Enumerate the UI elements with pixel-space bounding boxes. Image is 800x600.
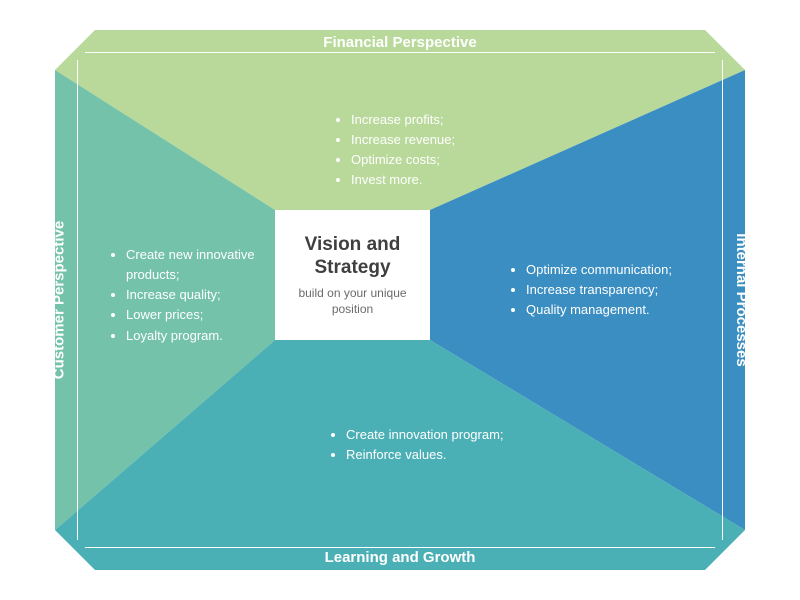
- bullet-item: Increase revenue;: [351, 130, 555, 150]
- balanced-scorecard-diagram: Financial Perspective Learning and Growt…: [55, 30, 745, 570]
- right-quadrant-label: Internal Processes: [733, 167, 750, 300]
- bullet-item: Loyalty program.: [126, 326, 300, 346]
- right-quadrant-bullets: Optimize communication;Increase transpar…: [510, 260, 720, 320]
- bullet-item: Increase transparency;: [526, 280, 720, 300]
- frame-line-left: [77, 60, 78, 540]
- frame-line-top: [85, 52, 715, 53]
- bullet-item: Quality management.: [526, 300, 720, 320]
- bullet-item: Reinforce values.: [346, 445, 570, 465]
- bullet-item: Increase profits;: [351, 110, 555, 130]
- bullet-item: Create new innovative products;: [126, 245, 300, 285]
- left-quadrant-label: Customer Perspective: [51, 142, 68, 300]
- frame-line-bottom: [85, 547, 715, 548]
- top-quadrant-label: Financial Perspective: [55, 34, 745, 51]
- bullet-item: Invest more.: [351, 170, 555, 190]
- center-box: Vision and Strategy build on your unique…: [275, 210, 430, 340]
- bullet-item: Lower prices;: [126, 305, 300, 325]
- left-quadrant-bullets: Create new innovative products;Increase …: [110, 245, 300, 346]
- top-quadrant-bullets: Increase profits;Increase revenue;Optimi…: [335, 110, 555, 191]
- center-title: Vision and Strategy: [283, 233, 422, 281]
- bottom-quadrant-bullets: Create innovation program;Reinforce valu…: [330, 425, 570, 465]
- center-subtitle: build on your unique position: [283, 286, 422, 317]
- frame-line-right: [722, 60, 723, 540]
- bullet-item: Create innovation program;: [346, 425, 570, 445]
- bullet-item: Increase quality;: [126, 285, 300, 305]
- bullet-item: Optimize communication;: [526, 260, 720, 280]
- bottom-quadrant-label: Learning and Growth: [55, 549, 745, 566]
- bullet-item: Optimize costs;: [351, 150, 555, 170]
